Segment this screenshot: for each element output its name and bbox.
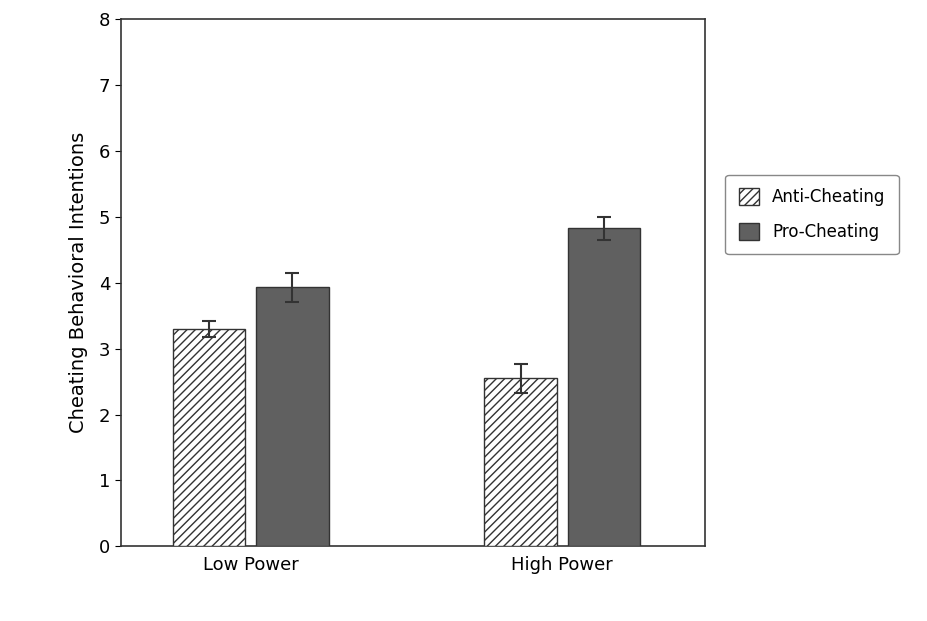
Bar bbox=[567, 229, 640, 546]
Bar bbox=[256, 287, 328, 546]
Y-axis label: Cheating Behavioral Intentions: Cheating Behavioral Intentions bbox=[69, 132, 87, 433]
Bar bbox=[484, 378, 556, 546]
Legend: Anti-Cheating, Pro-Cheating: Anti-Cheating, Pro-Cheating bbox=[725, 175, 897, 255]
Bar bbox=[172, 329, 245, 546]
